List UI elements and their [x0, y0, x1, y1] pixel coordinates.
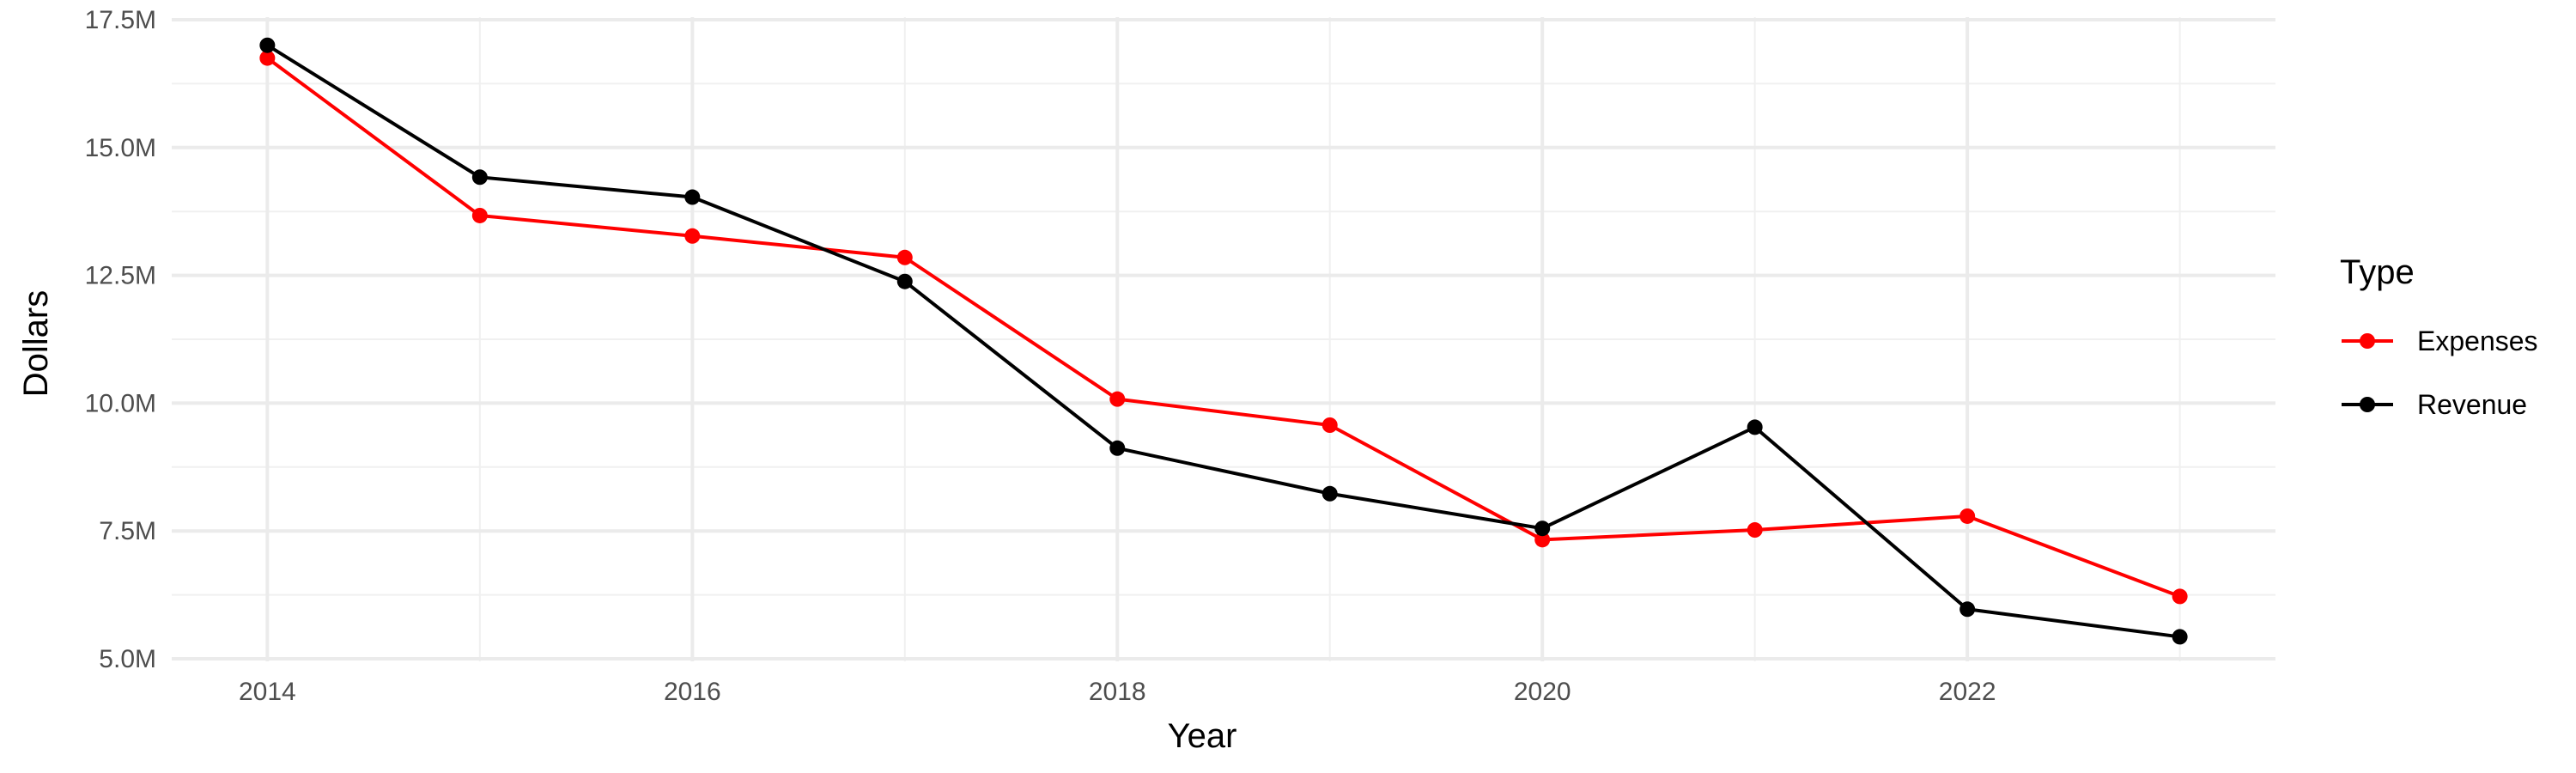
- data-point-revenue: [1321, 485, 1338, 502]
- y-axis-title: Dollars: [17, 290, 55, 397]
- grid-lines: [172, 17, 2275, 661]
- series-expenses: [259, 50, 2188, 605]
- legend-title: Type: [2340, 253, 2415, 291]
- data-point-expenses: [1534, 532, 1551, 548]
- data-point-expenses: [896, 249, 913, 265]
- x-tick-label: 2016: [664, 678, 721, 706]
- legend-item-revenue: Revenue: [2342, 389, 2527, 420]
- series-layer: [259, 37, 2188, 645]
- data-point-expenses: [259, 50, 276, 66]
- y-tick-label: 17.5M: [85, 6, 156, 34]
- x-tick-label: 2014: [239, 678, 296, 706]
- legend-key-point: [2360, 397, 2375, 412]
- data-point-revenue: [471, 169, 488, 186]
- data-point-revenue: [2172, 629, 2188, 645]
- x-tick-label: 2022: [1939, 678, 1996, 706]
- data-point-expenses: [471, 207, 488, 223]
- data-point-expenses: [1959, 508, 1976, 524]
- data-point-expenses: [1321, 417, 1338, 433]
- data-point-revenue: [1109, 440, 1126, 456]
- data-point-revenue: [684, 189, 701, 205]
- data-point-revenue: [1959, 601, 1976, 618]
- data-point-expenses: [1109, 391, 1126, 407]
- series-revenue: [259, 37, 2188, 645]
- y-tick-label: 10.0M: [85, 389, 156, 417]
- legend-label: Revenue: [2417, 389, 2527, 420]
- y-tick-label: 5.0M: [99, 645, 156, 673]
- y-axis-ticks: 5.0M 7.5M 10.0M 12.5M 15.0M 17.5M: [85, 6, 156, 673]
- y-tick-label: 7.5M: [99, 517, 156, 545]
- series-line-revenue: [266, 44, 2180, 639]
- legend: Type Expenses Revenue: [2340, 253, 2538, 420]
- data-point-expenses: [1747, 522, 1763, 539]
- legend-key-point: [2360, 333, 2375, 349]
- legend-label: Expenses: [2417, 326, 2538, 356]
- x-axis-ticks: 2014 2016 2018 2020 2022: [239, 678, 1996, 706]
- data-point-revenue: [1534, 520, 1551, 537]
- x-tick-label: 2018: [1089, 678, 1146, 706]
- legend-items: Expenses Revenue: [2342, 326, 2538, 420]
- data-point-revenue: [896, 273, 913, 289]
- series-line-expenses: [266, 57, 2181, 599]
- x-axis-title: Year: [1168, 717, 1237, 755]
- y-tick-label: 12.5M: [85, 262, 156, 290]
- data-point-expenses: [684, 228, 701, 244]
- data-point-revenue: [259, 37, 276, 53]
- y-tick-label: 15.0M: [85, 134, 156, 162]
- legend-item-expenses: Expenses: [2342, 326, 2538, 356]
- data-point-expenses: [2172, 588, 2188, 605]
- data-point-revenue: [1747, 419, 1763, 435]
- x-tick-label: 2020: [1514, 678, 1571, 706]
